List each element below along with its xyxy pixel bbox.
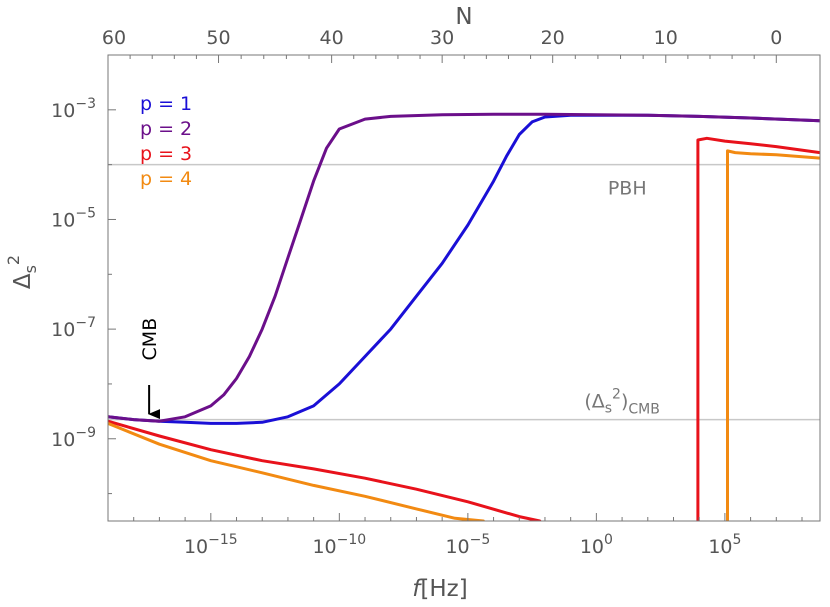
top-tick-label: 10 bbox=[654, 27, 678, 49]
y-tick-label: 10−5 bbox=[51, 205, 96, 231]
series-layer bbox=[108, 112, 820, 521]
axis-ticks bbox=[107, 54, 803, 521]
x-tick-label: 10−5 bbox=[445, 532, 490, 558]
cmb-annotation-label: CMB bbox=[139, 318, 161, 361]
top-tick-label: 50 bbox=[206, 27, 230, 49]
legend: p = 1 p = 2 p = 3 p = 4 bbox=[140, 93, 192, 190]
top-axis-title: N bbox=[455, 4, 472, 30]
top-tick-label: 20 bbox=[541, 27, 565, 49]
series-line-p1 bbox=[108, 113, 820, 425]
pbh-label: PBH bbox=[608, 178, 647, 200]
legend-entry: p = 2 bbox=[140, 118, 192, 140]
y-tick-label: 10−7 bbox=[51, 315, 96, 341]
y-axis-title: Δs2 bbox=[4, 255, 40, 289]
series-segment-p4 bbox=[726, 149, 820, 521]
series-segment-p3 bbox=[696, 136, 820, 521]
cmb-reference-label: (Δs2)CMB bbox=[584, 387, 660, 418]
series-line-p2 bbox=[108, 112, 820, 423]
x-axis-title: f[Hz] bbox=[412, 576, 467, 602]
annotations: CMB bbox=[139, 318, 161, 420]
x-tick-label: 100 bbox=[580, 532, 613, 558]
top-tick-label: 40 bbox=[320, 27, 344, 49]
legend-entry: p = 1 bbox=[140, 93, 192, 115]
x-tick-label: 10−15 bbox=[184, 532, 238, 558]
series-line-p3 bbox=[108, 419, 542, 521]
series-line-p4 bbox=[108, 421, 485, 521]
x-tick-label: 105 bbox=[708, 532, 741, 558]
y-tick-label: 10−3 bbox=[51, 96, 96, 122]
legend-entry: p = 4 bbox=[140, 168, 192, 190]
x-tick-label: 10−10 bbox=[312, 532, 366, 558]
reference-lines: PBH (Δs2)CMB bbox=[108, 163, 820, 421]
top-tick-label: 30 bbox=[430, 27, 454, 49]
legend-entry: p = 3 bbox=[140, 143, 192, 165]
y-tick-label: 10−9 bbox=[51, 425, 96, 451]
top-tick-label: 60 bbox=[102, 27, 126, 49]
top-tick-label: 0 bbox=[770, 27, 782, 49]
